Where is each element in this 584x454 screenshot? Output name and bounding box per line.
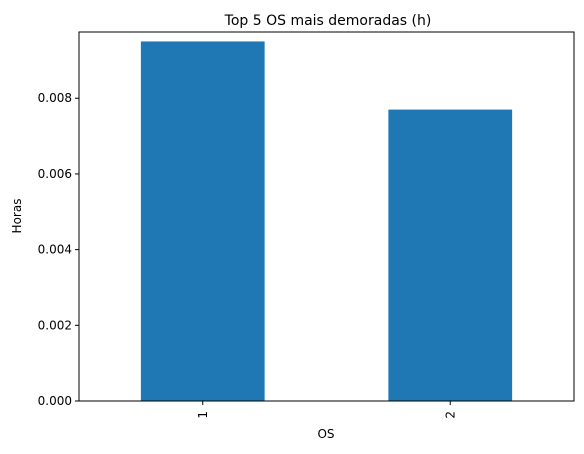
y-tick-label: 0.000: [38, 394, 72, 408]
y-tick-label: 0.008: [38, 91, 72, 105]
bar: [388, 109, 513, 401]
y-tick-label: 0.006: [38, 167, 72, 181]
x-tick-label: 2: [443, 411, 457, 419]
x-axis-label: OS: [317, 427, 334, 441]
y-axis-label: Horas: [10, 199, 24, 234]
y-tick-label: 0.002: [38, 318, 72, 332]
bar: [140, 41, 265, 401]
y-tick-label: 0.004: [38, 243, 72, 257]
chart-title: Top 5 OS mais demoradas (h): [224, 13, 432, 29]
plot-area: 1 2 0.000 0.002 0.004 0.006 0.008: [38, 41, 513, 419]
x-tick-label: 1: [196, 411, 210, 419]
plot-frame: [78, 31, 575, 402]
